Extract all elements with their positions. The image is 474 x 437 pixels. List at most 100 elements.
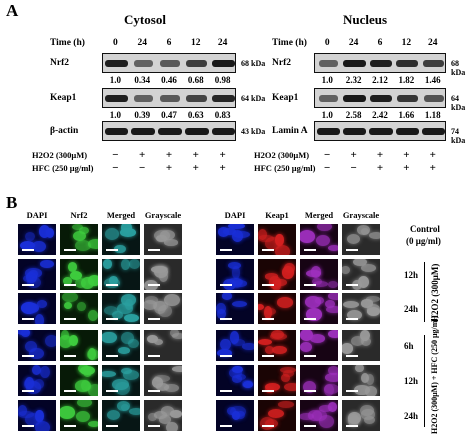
cell-nucleus-blob [342, 300, 359, 308]
scale-bar [346, 284, 358, 286]
cytosol-band-2-0 [104, 128, 129, 135]
cell-nucleus-blob [125, 299, 134, 310]
cell-nucleus-blob [324, 299, 335, 308]
cell-nucleus-blob [18, 330, 31, 335]
micrograph-keap1-keap1-row-2 [258, 293, 296, 324]
nucleus-time-4: 24 [428, 38, 438, 48]
cell-nucleus-blob [305, 296, 322, 308]
cell-nucleus-blob [77, 400, 92, 408]
nucleus-treat-sign-1-3: + [403, 162, 410, 174]
panel-a-letter: A [6, 1, 19, 20]
cell-nucleus-blob [18, 410, 34, 419]
scale-bar [64, 425, 76, 427]
scale-bar [148, 284, 160, 286]
cytosol-quant-0-2: 0.46 [161, 75, 177, 85]
micrograph-merge_g-nrf2-row-4 [102, 365, 140, 396]
micrograph-gray-nrf2-row-2 [144, 293, 182, 324]
scale-bar [220, 355, 232, 357]
nucleus-band-0-1 [342, 60, 367, 67]
cytosol-time-1: 24 [137, 38, 147, 48]
cell-nucleus-blob [317, 224, 332, 232]
cell-nucleus-blob [279, 366, 296, 373]
nucleus-time-2: 6 [377, 38, 383, 48]
cytosol-quant-0-3: 0.68 [187, 75, 204, 85]
cell-nucleus-blob [365, 374, 375, 386]
cell-nucleus-blob [34, 314, 45, 324]
cell-nucleus-blob [306, 308, 322, 321]
nucleus-treat-sign-1-2: + [376, 162, 384, 174]
nucleus-quant-1-0: 1.0 [321, 110, 333, 120]
nucleus-blot-1 [314, 88, 446, 108]
micrograph-dapi-keap1-row-4 [216, 365, 254, 396]
cell-nucleus-blob [360, 299, 374, 308]
scale-bar [220, 249, 232, 251]
cell-nucleus-blob [63, 276, 73, 285]
left-col-head-2: Merged [106, 210, 136, 220]
scale-bar [106, 318, 118, 320]
micrograph-nrf2-nrf2-row-3 [60, 330, 98, 361]
cell-nucleus-blob [103, 259, 112, 269]
micrograph-keap1-keap1-row-5 [258, 400, 296, 431]
micrograph-nrf2-nrf2-row-5 [60, 400, 98, 431]
nucleus-band-2-3 [395, 128, 420, 135]
cell-nucleus-blob [69, 335, 78, 346]
cell-nucleus-blob [223, 227, 236, 235]
cell-nucleus-blob [284, 263, 295, 274]
nucleus-time-1: 24 [348, 38, 359, 48]
cell-nucleus-blob [40, 259, 54, 268]
scale-bar [22, 318, 34, 320]
nucleus-blot-2 [314, 121, 446, 141]
cell-nucleus-blob [327, 280, 338, 288]
cell-nucleus-blob [104, 227, 120, 240]
cell-nucleus-blob [216, 349, 233, 357]
micrograph-gray-nrf2-row-1 [144, 259, 182, 290]
cell-nucleus-blob [87, 239, 98, 249]
cell-nucleus-blob [360, 263, 376, 272]
cell-nucleus-blob [282, 370, 294, 377]
micrograph-gray-nrf2-row-4 [144, 365, 182, 396]
cell-nucleus-blob [264, 308, 277, 316]
micrograph-dapi-keap1-row-2 [216, 293, 254, 324]
nucleus-quant-1-1: 2.58 [345, 110, 362, 120]
scale-bar [346, 355, 358, 357]
cell-nucleus-blob [29, 347, 44, 359]
cell-nucleus-blob [347, 413, 359, 427]
cell-nucleus-blob [73, 230, 87, 241]
nucleus-kda-0: 68 kDa [451, 59, 466, 77]
scale-bar [346, 249, 358, 251]
scale-bar [304, 249, 316, 251]
cell-nucleus-blob [271, 330, 284, 340]
right-col-head-3: Grayscale [342, 210, 380, 220]
scale-bar [304, 390, 316, 392]
cell-nucleus-blob [60, 406, 75, 419]
cell-nucleus-blob [87, 384, 98, 396]
cell-nucleus-blob [34, 421, 50, 431]
micrograph-keap1-keap1-row-3 [258, 330, 296, 361]
micrograph-dapi-nrf2-row-3 [18, 330, 56, 361]
scale-bar [106, 355, 118, 357]
scale-bar [64, 318, 76, 320]
scale-bar [346, 390, 358, 392]
micrograph-merge_g-nrf2-row-1 [102, 259, 140, 290]
cell-nucleus-blob [76, 411, 91, 423]
cell-nucleus-blob [144, 300, 158, 310]
cytosol-quant-0-1: 0.34 [134, 75, 151, 85]
cell-nucleus-blob [60, 330, 69, 341]
micrograph-merge_g-nrf2-row-5 [102, 400, 140, 431]
micrograph-nrf2-nrf2-row-1 [60, 259, 98, 290]
cell-nucleus-blob [166, 421, 178, 431]
cytosol-blot-0 [102, 53, 236, 73]
cell-nucleus-blob [75, 278, 86, 289]
nucleus-treat-sign-0-0: − [324, 149, 331, 161]
combo-time-2: 24h [404, 411, 419, 421]
cytosol-title: Cytosol [124, 12, 166, 27]
cell-nucleus-blob [342, 343, 353, 354]
cytosol-time-3: 12 [191, 38, 201, 48]
cell-nucleus-blob [24, 341, 37, 353]
cell-nucleus-blob [20, 241, 36, 251]
micrograph-gray-keap1-row-4 [342, 365, 380, 396]
scale-bar [346, 318, 358, 320]
scale-bar [262, 318, 274, 320]
cell-nucleus-blob [312, 409, 328, 421]
cell-nucleus-blob [258, 339, 273, 346]
